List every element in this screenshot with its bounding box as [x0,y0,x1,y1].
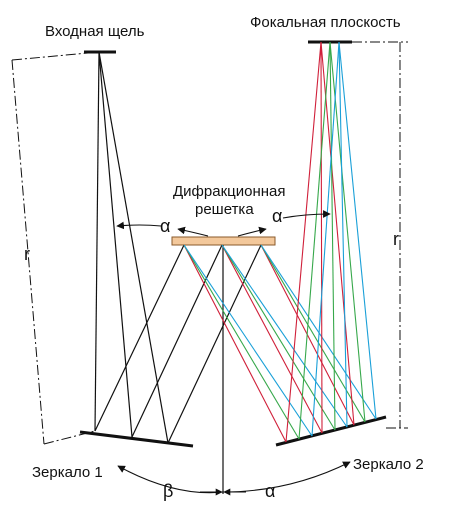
mirror-1 [79,430,194,448]
rays-slit-to-mirror1 [94,51,169,444]
label-alpha-right: α [272,206,282,226]
dimension-r-right [352,41,408,429]
rays-mirror2-to-focal-plane [285,41,377,443]
diffraction-grating [171,236,276,246]
label-alpha-left: α [160,216,170,236]
alpha-arc-right-2 [237,226,267,237]
alpha-arc-right [282,210,331,219]
label-entrance-slit: Входная щель [45,23,145,40]
mirror-2 [275,415,387,447]
angle-arc-bottom [117,461,351,494]
label-focal-plane: Фокальная плоскость [250,14,401,31]
alpha-arc-left-2 [177,226,209,237]
label-grating-line2: решетка [195,201,254,218]
label-r-left: r [24,244,30,264]
label-grating-line1: Дифракционная [173,183,285,200]
label-r-right: r [393,229,399,249]
label-beta-bottom: β [163,481,173,501]
label-mirror-2: Зеркало 2 [353,456,424,473]
dimension-r-left [11,51,100,445]
rays-mirror1-to-grating [94,244,262,444]
label-alpha-bottom: α [265,481,275,501]
alpha-arc-left [116,221,162,230]
label-mirror-1: Зеркало 1 [32,464,103,481]
